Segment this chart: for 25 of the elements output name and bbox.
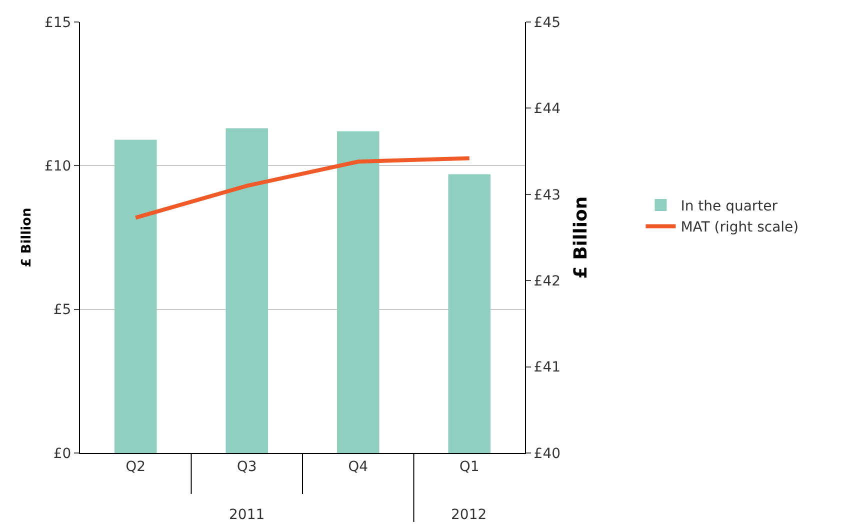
x-tick-label: Q2 (126, 458, 146, 475)
line-series (134, 156, 472, 220)
bar (448, 174, 491, 453)
y-axis-title: £ Billion (19, 208, 34, 268)
x-tick-label: Q1 (459, 458, 480, 475)
bar (114, 140, 157, 453)
y2-tick-label: £44 (534, 101, 561, 118)
legend-label: MAT (right scale) (680, 220, 799, 236)
y-tick-label: £0 (53, 446, 72, 462)
legend-label: In the quarter (680, 198, 778, 215)
text: 2011 (229, 507, 265, 523)
y-tick-label: £10 (44, 158, 72, 175)
y-tick-label: £5 (53, 302, 72, 318)
y2-tick-label: £41 (534, 360, 561, 376)
bar (336, 131, 380, 453)
y-tick-label: £15 (44, 14, 72, 31)
x-tick-label: Q3 (236, 458, 257, 475)
bar (226, 128, 268, 453)
y2-tick-label: £43 (534, 187, 561, 204)
text: 2012 (451, 507, 487, 523)
y2-tick-label: £42 (534, 274, 561, 290)
x-tick-label: Q4 (348, 458, 368, 475)
y2-axis-title: £ Billion (570, 196, 592, 279)
y2-tick-label: £40 (534, 446, 561, 462)
y2-tick-label: £45 (534, 14, 561, 31)
